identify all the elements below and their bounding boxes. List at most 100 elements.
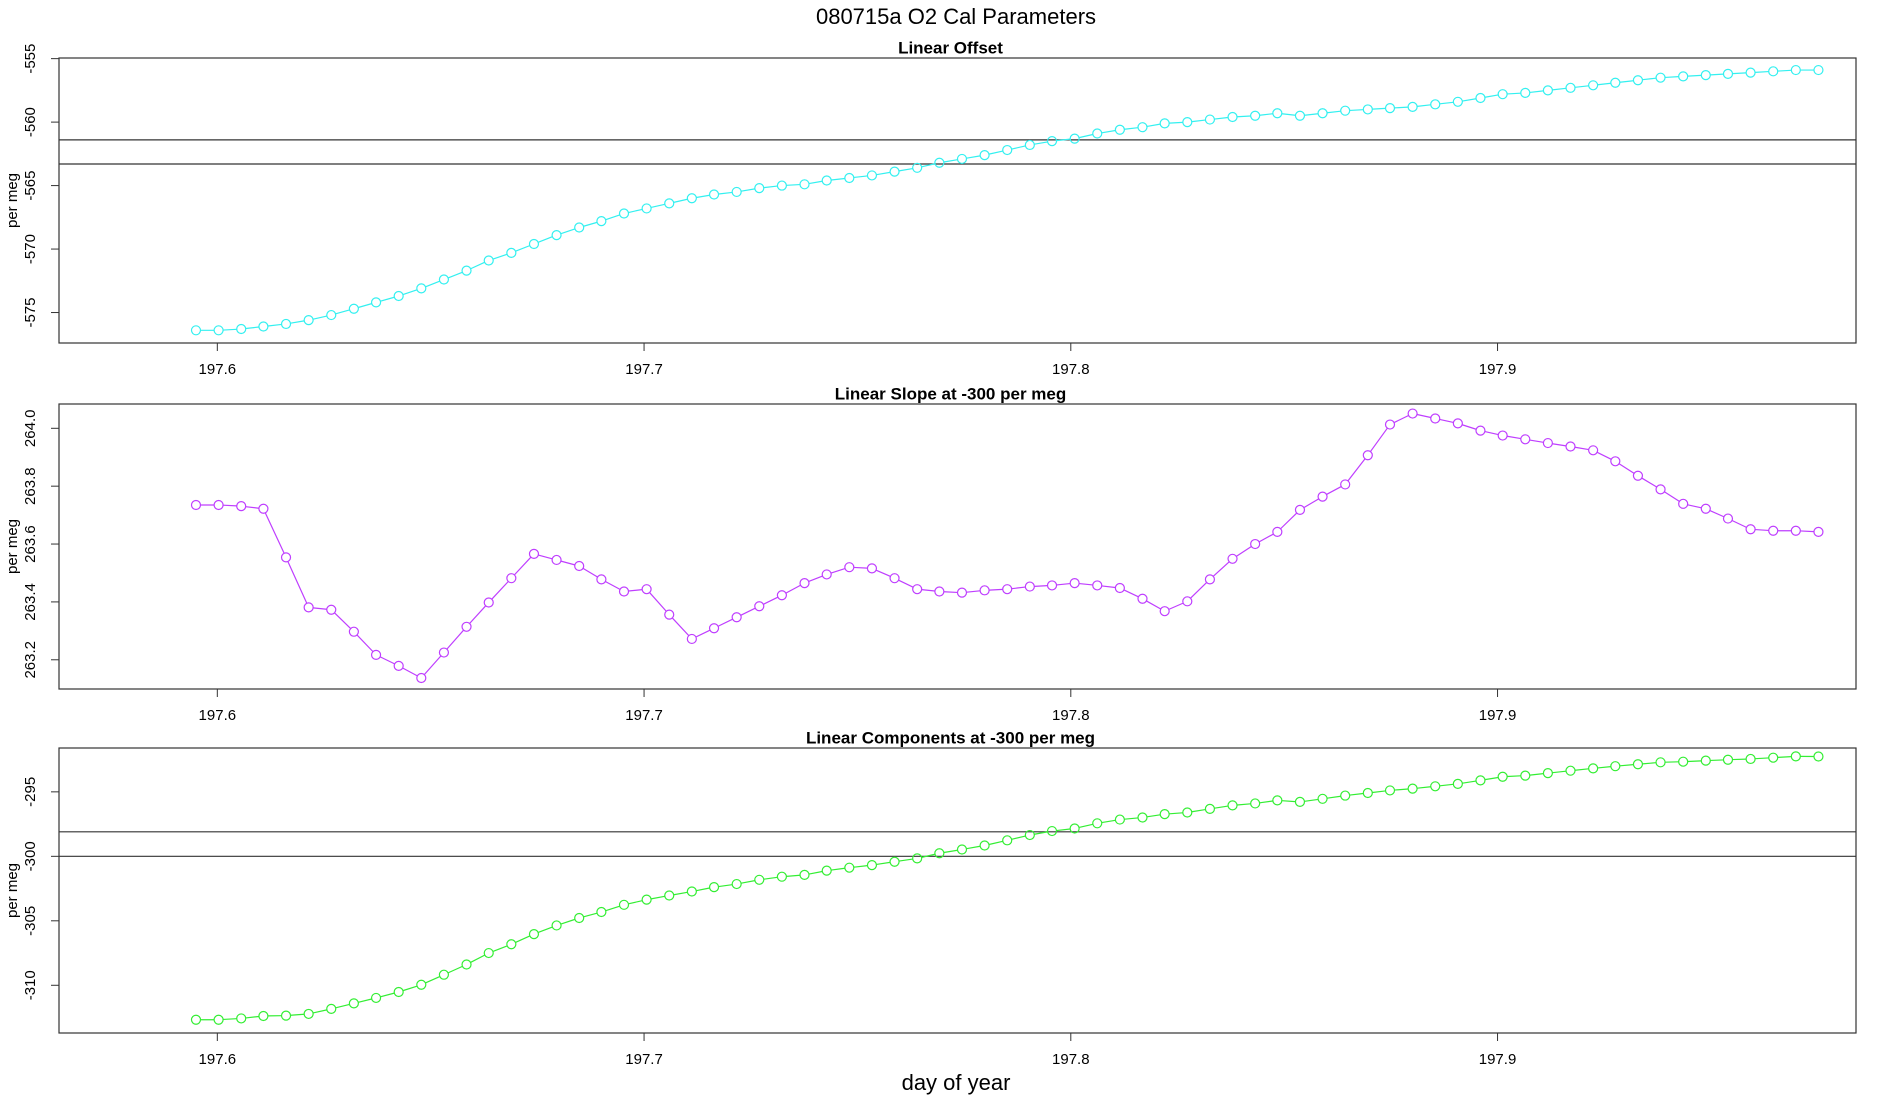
y-tick-label: -310 [22, 970, 39, 1000]
data-point [236, 1013, 247, 1024]
data-point [213, 1014, 224, 1025]
data-point [889, 856, 900, 867]
data-point [844, 862, 855, 873]
y-tick-label: -305 [22, 906, 39, 936]
data-point [1700, 755, 1711, 766]
data-point [664, 609, 675, 620]
data-point [1768, 525, 1779, 536]
data-point [1520, 87, 1531, 99]
data-point [438, 969, 450, 980]
data-point [731, 186, 742, 198]
data-point [483, 597, 494, 608]
data-point [506, 939, 517, 950]
data-point [1520, 434, 1531, 445]
data-point [1362, 104, 1373, 115]
data-point [1114, 124, 1125, 135]
data-point [821, 569, 832, 580]
data-point [1632, 75, 1644, 86]
data-point [821, 175, 832, 186]
data-point [416, 283, 427, 294]
x-tick-label: 197.9 [1479, 361, 1517, 378]
data-point [1114, 582, 1125, 594]
data-point [708, 623, 720, 634]
data-point [1250, 798, 1261, 809]
panel-title: Linear Slope at -300 per meg [835, 384, 1066, 403]
x-tick-label: 197.8 [1052, 361, 1090, 378]
data-point [506, 573, 517, 584]
data-point [1024, 829, 1035, 841]
series-line [200, 413, 1814, 677]
data-point [1655, 757, 1666, 768]
data-point [1790, 64, 1801, 76]
data-point [551, 920, 562, 931]
data-point [190, 325, 202, 336]
figure-title: 080715a O2 Cal Parameters [816, 4, 1096, 29]
data-point [1452, 778, 1463, 789]
data-point [1024, 139, 1035, 151]
data-point [1610, 77, 1621, 88]
data-point [574, 912, 585, 924]
data-point [190, 499, 202, 511]
data-point [844, 562, 855, 573]
data-point [1137, 812, 1148, 823]
data-point [370, 992, 382, 1004]
data-point [551, 554, 562, 566]
data-point [1610, 456, 1621, 467]
data-point [1565, 765, 1576, 776]
data-point [799, 869, 810, 880]
data-point [596, 216, 607, 227]
data-point [1542, 437, 1553, 449]
data-point [1250, 110, 1261, 121]
data-point [1588, 763, 1599, 774]
data-point [1182, 596, 1193, 607]
data-point [934, 586, 945, 597]
data-point [799, 578, 810, 589]
data-point [1497, 430, 1508, 441]
data-point [1384, 419, 1396, 430]
data-point [1340, 790, 1351, 801]
data-point [1046, 580, 1058, 591]
data-point [1632, 759, 1644, 770]
data-point [236, 323, 247, 335]
data-point [776, 180, 787, 191]
data-point [1092, 580, 1103, 591]
data-point [1745, 524, 1756, 535]
data-point [1700, 503, 1711, 514]
data-point [1069, 133, 1080, 144]
data-point [1340, 479, 1351, 490]
data-point [213, 499, 224, 511]
data-point [1159, 606, 1170, 617]
data-point [1159, 809, 1170, 820]
x-tick-label: 197.6 [199, 1051, 237, 1068]
data-point [528, 928, 540, 940]
data-point [1069, 578, 1080, 589]
data-point [1475, 92, 1486, 104]
data-point [866, 563, 878, 574]
data-point [1497, 89, 1508, 100]
data-point [596, 574, 607, 585]
x-tick-label: 197.8 [1052, 707, 1090, 724]
data-point [641, 203, 652, 214]
data-point [348, 303, 359, 314]
data-point [370, 649, 382, 660]
data-point [1137, 122, 1148, 133]
data-point [1588, 445, 1599, 456]
y-axis-label: per meg [4, 519, 21, 574]
data-point [1340, 105, 1351, 116]
y-tick-label: -565 [22, 171, 39, 201]
data-point [574, 222, 585, 233]
data-point [1430, 413, 1441, 424]
plot-frame [58, 403, 1857, 690]
data-point [1407, 408, 1418, 419]
data-point [1294, 110, 1306, 121]
data-point [1722, 513, 1734, 524]
data-point [956, 844, 968, 855]
data-point [1362, 787, 1373, 799]
data-point [483, 947, 494, 959]
data-point [461, 265, 472, 276]
data-point [1294, 504, 1306, 515]
data-point [979, 840, 990, 851]
data-point [1407, 101, 1418, 112]
